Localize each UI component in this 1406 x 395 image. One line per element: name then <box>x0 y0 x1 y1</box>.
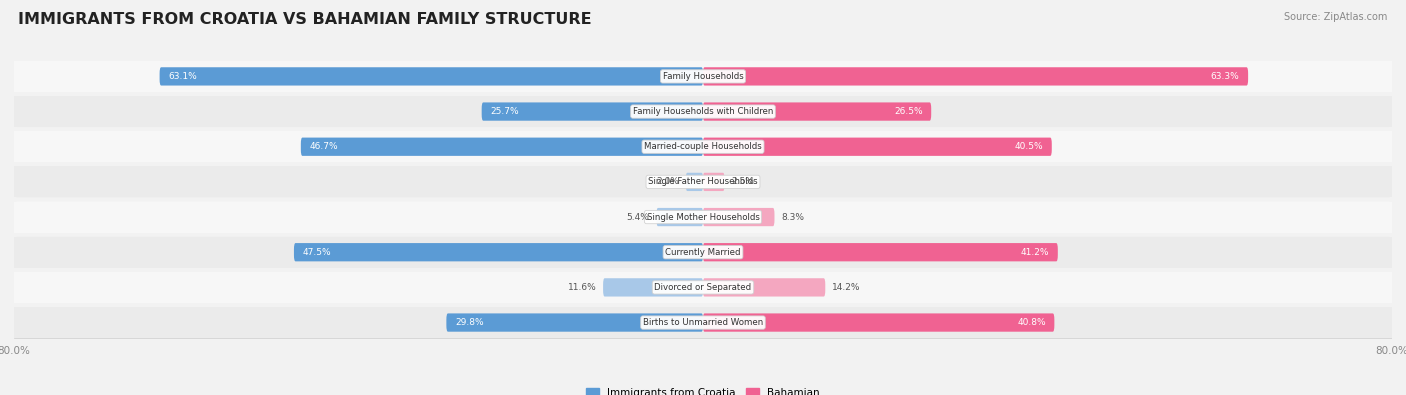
Text: IMMIGRANTS FROM CROATIA VS BAHAMIAN FAMILY STRUCTURE: IMMIGRANTS FROM CROATIA VS BAHAMIAN FAMI… <box>18 12 592 27</box>
Text: Currently Married: Currently Married <box>665 248 741 257</box>
FancyBboxPatch shape <box>446 313 703 332</box>
Bar <box>14 61 1392 92</box>
Text: 46.7%: 46.7% <box>309 142 337 151</box>
FancyBboxPatch shape <box>14 166 1392 198</box>
FancyBboxPatch shape <box>703 173 724 191</box>
FancyBboxPatch shape <box>14 61 1392 92</box>
FancyBboxPatch shape <box>703 278 825 297</box>
Text: Married-couple Households: Married-couple Households <box>644 142 762 151</box>
Text: Family Households with Children: Family Households with Children <box>633 107 773 116</box>
Text: 2.0%: 2.0% <box>657 177 679 186</box>
FancyBboxPatch shape <box>14 96 1392 127</box>
FancyBboxPatch shape <box>703 137 1052 156</box>
Text: Source: ZipAtlas.com: Source: ZipAtlas.com <box>1284 12 1388 22</box>
FancyBboxPatch shape <box>703 102 931 121</box>
Text: 63.1%: 63.1% <box>169 72 197 81</box>
Bar <box>14 201 1392 233</box>
Bar <box>14 131 1392 162</box>
Text: Births to Unmarried Women: Births to Unmarried Women <box>643 318 763 327</box>
FancyBboxPatch shape <box>294 243 703 261</box>
FancyBboxPatch shape <box>703 208 775 226</box>
Bar <box>14 96 1392 127</box>
FancyBboxPatch shape <box>482 102 703 121</box>
Text: Family Households: Family Households <box>662 72 744 81</box>
Legend: Immigrants from Croatia, Bahamian: Immigrants from Croatia, Bahamian <box>582 384 824 395</box>
FancyBboxPatch shape <box>14 201 1392 233</box>
Text: 40.5%: 40.5% <box>1015 142 1043 151</box>
Text: 11.6%: 11.6% <box>568 283 596 292</box>
Text: 40.8%: 40.8% <box>1017 318 1046 327</box>
FancyBboxPatch shape <box>657 208 703 226</box>
Text: 25.7%: 25.7% <box>491 107 519 116</box>
Text: Single Mother Households: Single Mother Households <box>647 213 759 222</box>
FancyBboxPatch shape <box>160 67 703 86</box>
FancyBboxPatch shape <box>703 243 1057 261</box>
Text: 2.5%: 2.5% <box>731 177 754 186</box>
Text: 29.8%: 29.8% <box>456 318 484 327</box>
Text: 63.3%: 63.3% <box>1211 72 1240 81</box>
FancyBboxPatch shape <box>14 272 1392 303</box>
Text: Divorced or Separated: Divorced or Separated <box>654 283 752 292</box>
Bar <box>14 166 1392 198</box>
FancyBboxPatch shape <box>703 313 1054 332</box>
Text: 47.5%: 47.5% <box>302 248 332 257</box>
Bar <box>14 272 1392 303</box>
Text: 26.5%: 26.5% <box>894 107 922 116</box>
Text: 5.4%: 5.4% <box>627 213 650 222</box>
Text: Single Father Households: Single Father Households <box>648 177 758 186</box>
FancyBboxPatch shape <box>603 278 703 297</box>
FancyBboxPatch shape <box>14 307 1392 338</box>
FancyBboxPatch shape <box>703 67 1249 86</box>
Bar <box>14 237 1392 268</box>
FancyBboxPatch shape <box>14 237 1392 268</box>
Bar <box>14 307 1392 338</box>
Text: 8.3%: 8.3% <box>782 213 804 222</box>
FancyBboxPatch shape <box>686 173 703 191</box>
Text: 41.2%: 41.2% <box>1021 248 1049 257</box>
Text: 14.2%: 14.2% <box>832 283 860 292</box>
FancyBboxPatch shape <box>301 137 703 156</box>
FancyBboxPatch shape <box>14 131 1392 162</box>
